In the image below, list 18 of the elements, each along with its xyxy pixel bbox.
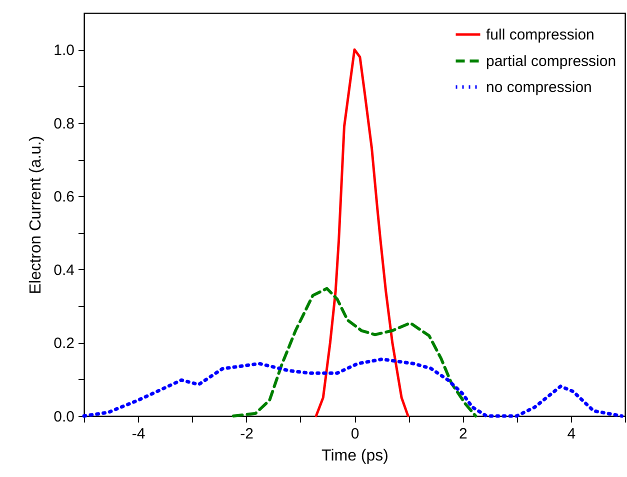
x-tick-label: 0 [350, 426, 360, 442]
legend-label: no compression [486, 79, 592, 96]
x-tick-label: -4 [132, 426, 146, 442]
y-tick-label: 1.0 [54, 42, 74, 60]
y-tick-label: 0.2 [54, 335, 74, 352]
y-tick-label: 0.4 [54, 262, 74, 279]
y-tick-label: 0.8 [54, 115, 74, 132]
y-tick-label: 0.0 [54, 408, 74, 426]
line-series [232, 287, 478, 418]
line-series [314, 48, 410, 418]
x-tick-label: -2 [240, 426, 254, 442]
legend-label: partial compression [486, 53, 616, 70]
x-tick-label: 4 [567, 426, 576, 442]
legend-label: full compression [486, 26, 594, 44]
y-axis-title: Electron Current (a.u.) [28, 136, 45, 294]
x-tick-label: 2 [459, 426, 468, 442]
x-axis-title: Time (ps) [322, 448, 388, 464]
y-tick-label: 0.6 [54, 188, 74, 206]
